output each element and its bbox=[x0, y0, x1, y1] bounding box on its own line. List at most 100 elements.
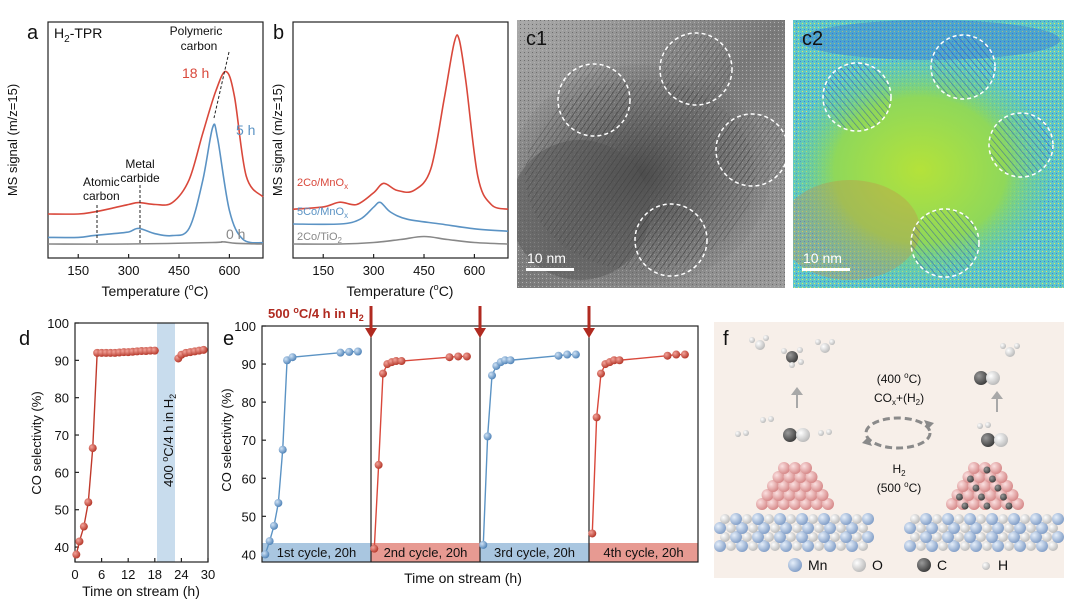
cycle-band bbox=[480, 543, 589, 562]
panel-a: a H2-TPR 150 300 450 600 MS signal (m/z=15)… bbox=[5, 21, 264, 299]
co-atom bbox=[783, 471, 796, 483]
data-point bbox=[288, 353, 297, 362]
o-atom bbox=[720, 514, 730, 524]
mn-atom bbox=[824, 522, 836, 534]
cycle-band bbox=[262, 543, 371, 562]
panel-a-ylabel: MS signal (m/z=15) bbox=[5, 84, 20, 196]
data-point bbox=[588, 529, 597, 538]
co-atom bbox=[990, 462, 1002, 474]
data-point bbox=[150, 346, 159, 355]
panel-letter-c2: c2 bbox=[802, 28, 823, 50]
panel-b-ylabel: MS signal (m/z=15) bbox=[270, 84, 285, 196]
data-point bbox=[563, 350, 572, 359]
c-atom bbox=[961, 502, 969, 510]
data-point bbox=[274, 499, 283, 507]
tem-image bbox=[517, 20, 785, 288]
treatment-band-label: 400 oC/4 h in H2 bbox=[160, 394, 178, 487]
mn-atom bbox=[730, 513, 742, 525]
panel-e-arrows bbox=[365, 306, 595, 338]
data-point bbox=[615, 356, 624, 365]
data-point bbox=[454, 352, 463, 361]
co-atom bbox=[772, 489, 785, 501]
mn-atom bbox=[736, 540, 748, 552]
panel-b-xlabel: Temperature (oC) bbox=[347, 282, 454, 299]
co-atom bbox=[789, 480, 801, 492]
mn-atom bbox=[1008, 513, 1020, 525]
co-atom bbox=[1006, 489, 1019, 501]
panel-d-axes: 0 6 12 18 24 30 40 50 60 70 80 90 100 bbox=[47, 316, 215, 582]
treatment-band bbox=[157, 323, 175, 562]
mn-atom bbox=[1014, 540, 1026, 552]
panel-a-frame bbox=[47, 21, 264, 259]
x-tick-label: 150 bbox=[312, 263, 334, 278]
co-atom bbox=[794, 489, 807, 501]
mn-atom bbox=[1036, 522, 1048, 534]
co-atom bbox=[805, 471, 818, 483]
atom-legend: Mn O C H bbox=[788, 557, 1008, 573]
legend-mn: Mn bbox=[808, 557, 827, 573]
highlight-circle bbox=[988, 112, 1054, 178]
cycle-band bbox=[371, 543, 480, 562]
series-line bbox=[373, 355, 467, 549]
co-atom bbox=[968, 462, 980, 474]
mn-atom bbox=[926, 540, 938, 552]
x-tick-label: 30 bbox=[201, 567, 215, 582]
co-atom bbox=[767, 480, 779, 492]
mn-atom bbox=[920, 513, 932, 525]
o-atom bbox=[976, 514, 986, 524]
mn-atom bbox=[970, 540, 982, 552]
panel-letter-c1: c1 bbox=[526, 28, 547, 50]
data-point bbox=[672, 350, 681, 359]
co-atom bbox=[811, 498, 823, 510]
data-point bbox=[269, 521, 278, 530]
mn-atom bbox=[992, 522, 1004, 534]
panel-e-header: 500 oC/4 h in H2 bbox=[268, 305, 364, 323]
label-polymeric-carbon: carbon bbox=[181, 39, 218, 53]
fft-image bbox=[793, 20, 1064, 288]
mn-atom bbox=[1008, 531, 1020, 543]
catalyst-lattice bbox=[714, 462, 1064, 552]
data-point bbox=[592, 413, 601, 422]
scale-bar bbox=[526, 268, 574, 271]
series-line bbox=[482, 353, 576, 545]
panel-e-cycle-bands: 1st cycle, 20h 2nd cycle, 20h 3rd cycle, 2… bbox=[262, 543, 698, 562]
data-point bbox=[487, 371, 496, 380]
o-atom bbox=[960, 523, 970, 533]
co-atom bbox=[778, 498, 790, 510]
co-atom bbox=[957, 480, 969, 492]
o-atom bbox=[954, 532, 964, 542]
mn-atom bbox=[796, 531, 808, 543]
o-atom bbox=[938, 523, 948, 533]
o-atom bbox=[1042, 532, 1052, 542]
up-arrow-icon bbox=[791, 387, 803, 408]
data-point bbox=[680, 350, 689, 359]
y-tick-label: 80 bbox=[242, 395, 256, 410]
mn-atom bbox=[904, 540, 916, 552]
o-atom bbox=[742, 532, 752, 542]
series-line bbox=[264, 350, 358, 555]
cycle-label: 4th cycle, 20h bbox=[603, 545, 683, 560]
co-atom bbox=[1012, 498, 1024, 510]
o-atom bbox=[916, 541, 926, 551]
o-atom bbox=[910, 514, 920, 524]
o-atom bbox=[960, 541, 970, 551]
y-tick-label: 70 bbox=[242, 433, 256, 448]
data-point bbox=[554, 351, 563, 360]
co-atom bbox=[772, 471, 785, 483]
co-atom bbox=[761, 489, 774, 501]
data-point bbox=[483, 432, 492, 441]
o-atom bbox=[726, 523, 736, 533]
co-atom bbox=[946, 498, 958, 510]
molecules bbox=[735, 335, 1020, 447]
mn-atom bbox=[774, 513, 786, 525]
mn-atom bbox=[992, 540, 1004, 552]
o-atom bbox=[1020, 514, 1030, 524]
o-atom bbox=[932, 514, 942, 524]
y-tick-label: 40 bbox=[55, 540, 69, 555]
o-atom bbox=[852, 514, 862, 524]
mn-atom bbox=[926, 522, 938, 534]
mn-atom bbox=[714, 540, 726, 552]
o-atom-icon bbox=[852, 558, 866, 572]
mn-atom bbox=[780, 540, 792, 552]
